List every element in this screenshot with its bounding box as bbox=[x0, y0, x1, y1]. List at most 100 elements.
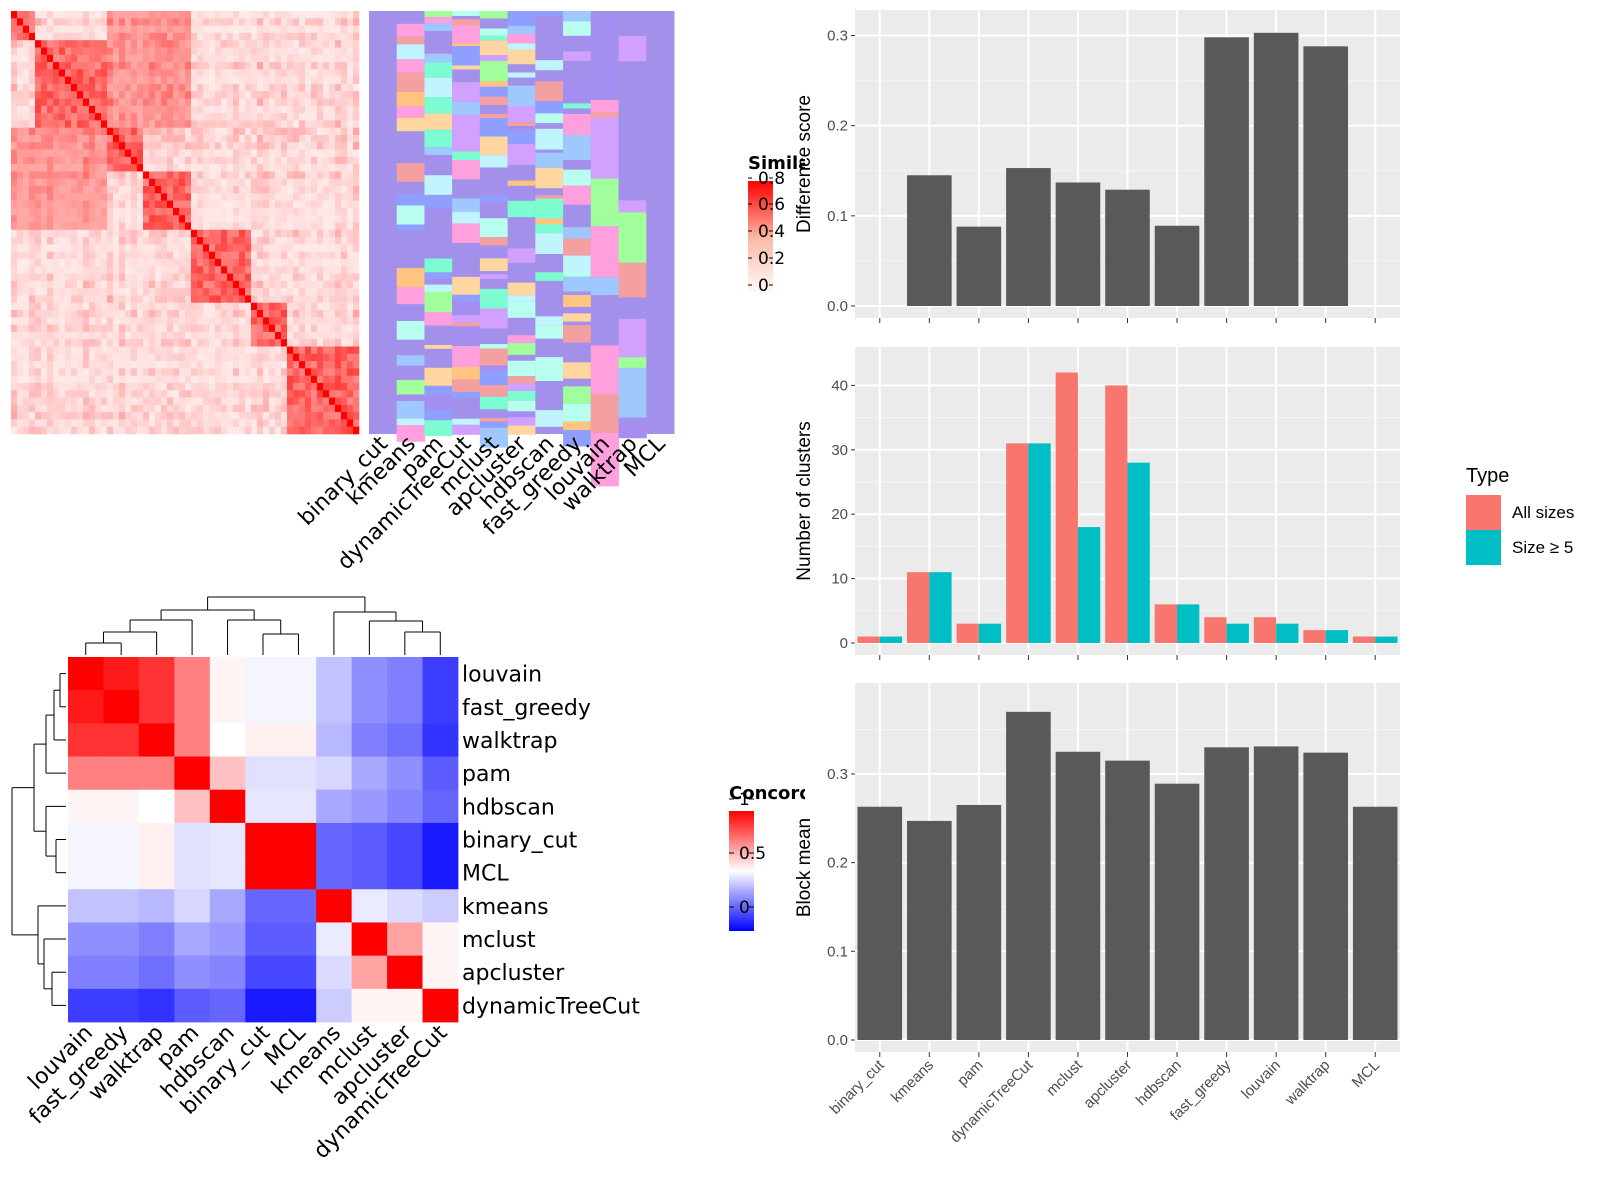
similarity-cell bbox=[233, 164, 240, 172]
similarity-cell bbox=[125, 310, 132, 318]
similarity-cell bbox=[89, 258, 96, 267]
similarity-cell bbox=[59, 120, 66, 128]
similarity-cell bbox=[299, 76, 306, 85]
similarity-cell bbox=[185, 25, 192, 34]
similarity-cell bbox=[107, 302, 114, 311]
similarity-cell bbox=[137, 397, 144, 406]
similarity-cell bbox=[59, 105, 66, 114]
similarity-cell bbox=[23, 98, 30, 107]
similarity-cell bbox=[281, 105, 288, 114]
similarity-cell bbox=[167, 288, 174, 296]
bar-pam bbox=[956, 226, 1002, 306]
similarity-cell bbox=[161, 127, 168, 136]
similarity-cell bbox=[299, 346, 306, 355]
similarity-cell bbox=[215, 178, 222, 187]
similarity-cell bbox=[323, 47, 330, 56]
similarity-cell bbox=[35, 76, 42, 85]
similarity-cell bbox=[11, 339, 18, 347]
similarity-cell bbox=[209, 317, 216, 325]
similarity-cell bbox=[17, 331, 24, 340]
similarity-cell bbox=[17, 368, 24, 376]
similarity-cell bbox=[143, 54, 150, 63]
similarity-cell bbox=[47, 47, 54, 56]
similarity-cell bbox=[125, 229, 132, 238]
similarity-cell bbox=[251, 346, 258, 355]
annotation-segment bbox=[479, 28, 509, 36]
similarity-cell bbox=[269, 390, 276, 398]
similarity-cell bbox=[191, 76, 198, 85]
similarity-cell bbox=[77, 404, 84, 413]
similarity-cell bbox=[29, 404, 36, 413]
similarity-cell bbox=[95, 331, 102, 340]
similarity-cell bbox=[257, 105, 264, 114]
y-tick-label: 20 bbox=[831, 506, 848, 523]
concordance-cell bbox=[138, 988, 175, 1023]
similarity-cell bbox=[53, 164, 60, 172]
annotation-segment bbox=[507, 383, 536, 391]
annotation-segment bbox=[479, 11, 509, 19]
similarity-cell bbox=[221, 193, 228, 201]
similarity-cell bbox=[107, 331, 114, 340]
similarity-cell bbox=[35, 288, 42, 296]
similarity-cell bbox=[239, 310, 246, 318]
similarity-cell bbox=[155, 25, 162, 34]
similarity-cell bbox=[23, 11, 30, 19]
similarity-cell bbox=[17, 266, 24, 274]
similarity-cell bbox=[287, 397, 294, 406]
similarity-cell bbox=[311, 229, 318, 238]
similarity-cell bbox=[11, 258, 18, 267]
similarity-cell bbox=[287, 310, 294, 318]
similarity-cell bbox=[143, 40, 150, 48]
similarity-cell bbox=[35, 98, 42, 107]
similarity-cell bbox=[281, 258, 288, 267]
similarity-cell bbox=[299, 105, 306, 114]
similarity-cell bbox=[95, 25, 102, 34]
annotation-segment bbox=[452, 391, 481, 399]
similarity-cell bbox=[209, 149, 216, 158]
similarity-cell bbox=[227, 251, 234, 260]
similarity-cell bbox=[137, 186, 144, 194]
similarity-cell bbox=[269, 375, 276, 384]
similarity-cell bbox=[167, 127, 174, 136]
similarity-cell bbox=[191, 142, 198, 150]
similarity-cell bbox=[167, 295, 174, 304]
similarity-cell bbox=[287, 120, 294, 128]
similarity-cell bbox=[77, 156, 84, 165]
similarity-cell bbox=[251, 375, 258, 384]
similarity-cell bbox=[119, 310, 126, 318]
similarity-cell bbox=[227, 105, 234, 114]
similarity-cell bbox=[17, 215, 24, 223]
similarity-cell bbox=[329, 113, 336, 121]
concordance-cell bbox=[174, 922, 211, 957]
similarity-cell bbox=[323, 215, 330, 223]
similarity-cell bbox=[59, 419, 66, 428]
similarity-cell bbox=[335, 25, 342, 34]
similarity-cell bbox=[77, 302, 84, 311]
similarity-cell bbox=[179, 193, 186, 201]
similarity-cell bbox=[23, 47, 30, 56]
similarity-cell bbox=[149, 186, 156, 194]
similarity-cell bbox=[323, 98, 330, 107]
similarity-cell bbox=[293, 339, 300, 347]
similarity-cell bbox=[185, 127, 192, 136]
similarity-cell bbox=[71, 76, 78, 85]
similarity-cell bbox=[23, 120, 30, 128]
similarity-cell bbox=[23, 361, 30, 369]
similarity-cell bbox=[233, 113, 240, 121]
annotation-segment bbox=[479, 348, 509, 366]
similarity-cell bbox=[119, 193, 126, 201]
similarity-cell bbox=[317, 171, 324, 180]
similarity-cell bbox=[251, 404, 258, 413]
similarity-cell bbox=[287, 324, 294, 333]
similarity-cell bbox=[221, 171, 228, 180]
bar-size-ge-5-dynamicTreeCut bbox=[1028, 443, 1051, 643]
concordance-cell bbox=[138, 922, 175, 957]
similarity-cell bbox=[221, 266, 228, 274]
similarity-cell bbox=[293, 251, 300, 260]
similarity-cell bbox=[113, 54, 120, 63]
similarity-cell bbox=[65, 25, 72, 34]
similarity-cell bbox=[167, 171, 174, 180]
similarity-cell bbox=[203, 40, 210, 48]
similarity-cell bbox=[209, 120, 216, 128]
similarity-cell bbox=[119, 302, 126, 311]
